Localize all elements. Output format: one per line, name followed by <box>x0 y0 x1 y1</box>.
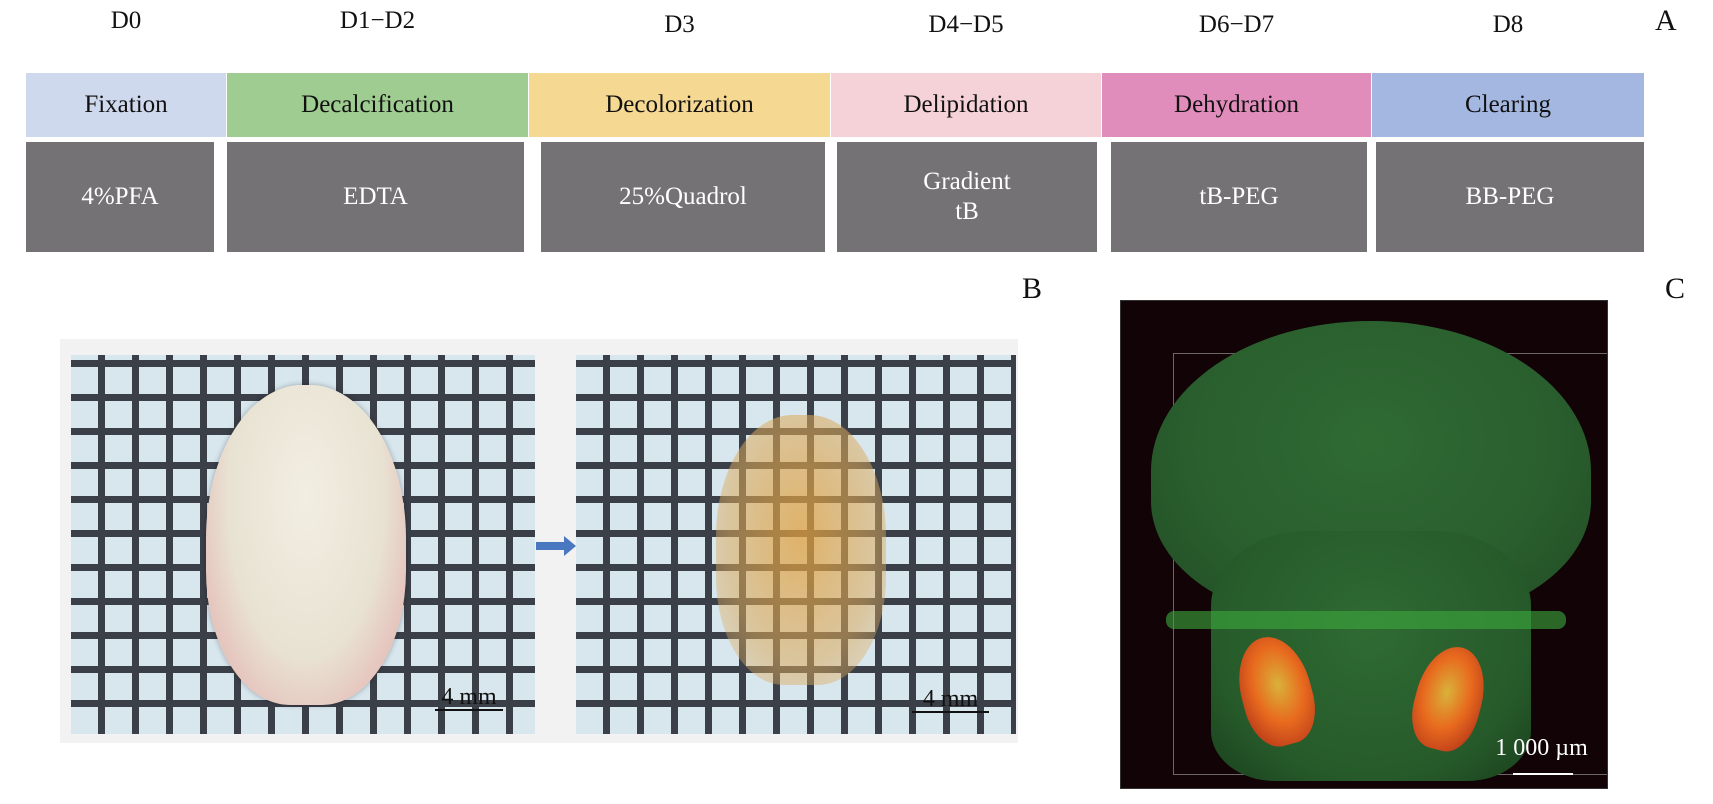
brain-photo-after <box>576 355 1016 734</box>
reagent-box: 4%PFA <box>26 142 214 252</box>
green-band <box>1166 611 1566 629</box>
reagent-label: 4%PFA <box>81 183 159 210</box>
panel-letter-b: B <box>1022 272 1043 305</box>
panel-b: 4 mm 4 mm <box>60 339 1018 743</box>
reagent-box: tB-PEG <box>1111 142 1367 252</box>
day-label: D1−D2 <box>339 7 416 34</box>
reagent-label: 25%Quadrol <box>619 183 747 210</box>
panel-letter-a: A <box>1655 4 1677 37</box>
reagent-label: tB-PEG <box>1199 183 1279 210</box>
arrow-head-icon <box>564 536 576 556</box>
stage-decolorization: Decolorization <box>529 73 830 137</box>
stage-clearing: Clearing <box>1372 73 1644 137</box>
reagent-label: EDTA <box>343 183 408 210</box>
reagent-box: BB-PEG <box>1376 142 1644 252</box>
day-label: D3 <box>664 11 695 38</box>
day-label: D0 <box>110 7 142 34</box>
reagent-label: tB <box>955 198 979 225</box>
reagent-box: 25%Quadrol <box>541 142 825 252</box>
stage-dehydration: Dehydration <box>1102 73 1371 137</box>
brain-specimen-cleared <box>716 415 886 685</box>
reagent-label: Gradient <box>923 168 1011 195</box>
reagent-box: EDTA <box>227 142 524 252</box>
day-label: D8 <box>1492 11 1524 38</box>
arrow-icon <box>536 542 566 550</box>
day-label: D4−D5 <box>928 11 1004 38</box>
scale-bar-right: 4 mm <box>912 687 989 713</box>
scale-bar <box>1513 773 1573 775</box>
day-label: D6−D7 <box>1198 11 1275 38</box>
stage-fixation: Fixation <box>26 73 226 137</box>
stage-decalcification: Decalcification <box>227 73 528 137</box>
stage-delipidation: Delipidation <box>831 73 1101 137</box>
reagent-label: BB-PEG <box>1465 183 1555 210</box>
scale-bar-label: 1 000 µm <box>1495 735 1588 761</box>
brain-specimen-opaque <box>206 385 406 705</box>
panel-letter-c: C <box>1665 272 1686 305</box>
brain-photo-before <box>71 355 535 734</box>
panel-c-3d-render: 1 000 µm <box>1120 300 1608 789</box>
reagent-box: Gradient tB <box>837 142 1097 252</box>
scale-bar-left: 4 mm <box>435 685 503 711</box>
